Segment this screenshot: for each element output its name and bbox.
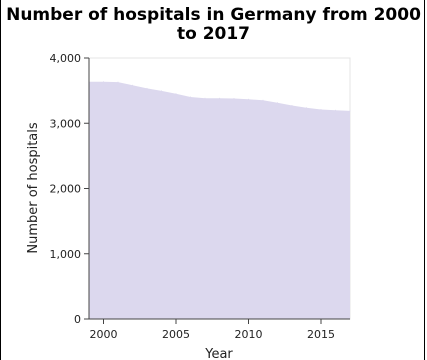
data-point bbox=[291, 105, 293, 106]
plot-area bbox=[89, 81, 351, 319]
y-tick-label: 2,000 bbox=[50, 183, 82, 196]
data-point bbox=[219, 97, 220, 99]
y-axis-label: Number of hospitals bbox=[26, 122, 41, 254]
y-tick-label: 3,000 bbox=[50, 117, 82, 130]
data-point bbox=[161, 90, 162, 92]
x-tick-label: 2010 bbox=[235, 328, 263, 341]
data-point bbox=[320, 109, 322, 111]
data-point bbox=[132, 84, 133, 86]
data-point bbox=[248, 98, 249, 100]
data-point bbox=[204, 97, 206, 99]
y-tick-label: 1,000 bbox=[50, 248, 82, 261]
data-point bbox=[117, 81, 119, 83]
area-series bbox=[89, 81, 350, 319]
data-point bbox=[103, 81, 104, 83]
y-tick-label: 4,000 bbox=[50, 52, 82, 65]
data-point bbox=[306, 107, 307, 109]
chart-title: Number of hospitals in Germany from 2000… bbox=[6, 5, 421, 44]
x-axis-label: Year bbox=[204, 347, 233, 360]
data-point bbox=[349, 110, 351, 112]
x-tick-label: 2015 bbox=[307, 328, 335, 341]
data-point bbox=[335, 109, 336, 111]
data-point bbox=[146, 87, 148, 89]
y-tick-label: 0 bbox=[74, 313, 81, 326]
data-point bbox=[277, 102, 278, 104]
data-point bbox=[233, 97, 235, 99]
x-tick-label: 2005 bbox=[162, 328, 190, 341]
data-point bbox=[190, 96, 191, 98]
data-point bbox=[262, 99, 264, 101]
axes: 0 1,000 2,000 3,000 4,000 2000 2005 2010 2015 bbox=[50, 52, 350, 341]
data-point bbox=[175, 93, 177, 95]
x-tick-label: 2000 bbox=[90, 328, 118, 341]
